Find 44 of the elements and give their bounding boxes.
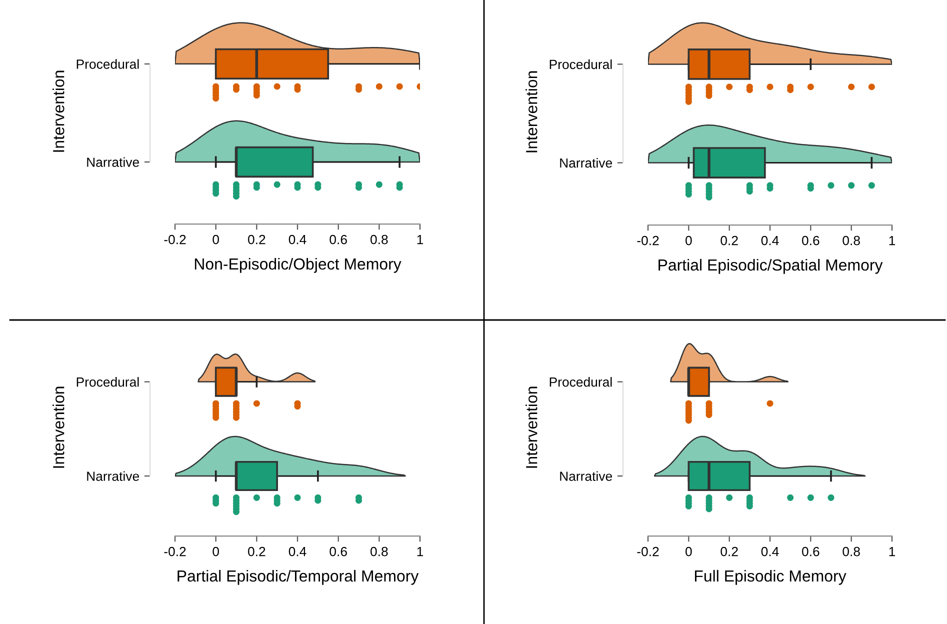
x-tick-label: 0 — [212, 546, 219, 556]
x-tick-label: 0.6 — [802, 546, 820, 556]
y-tick-label: Procedural — [550, 59, 612, 70]
x-tick-label: 0 — [212, 234, 219, 244]
y-tick-label: Narrative — [560, 158, 612, 168]
x-tick-label: 0.2 — [248, 234, 266, 244]
x-tick-label: 0.6 — [330, 234, 347, 244]
x-tick-label: 0.2 — [248, 546, 266, 556]
y-tick-label: Narrative — [560, 471, 612, 481]
y-tick-label: Narrative — [87, 157, 139, 167]
x-tick-label: 1 — [889, 547, 896, 556]
x-tick-label: 0.8 — [370, 546, 388, 556]
x-tick-label: 0 — [686, 236, 692, 246]
x-axis-title: Partial Episodic/Spatial Memory — [658, 258, 883, 274]
x-tick-label: 0.4 — [761, 546, 779, 556]
x-tick-label: 0.6 — [330, 546, 347, 556]
y-axis-title: Intervention — [526, 71, 538, 152]
x-tick-label: -0.2 — [164, 546, 186, 556]
x-tick-label: 0.6 — [802, 236, 820, 246]
y-tick-label: Procedural — [550, 377, 612, 387]
x-axis-title: Non-Episodic/Object Memory — [194, 258, 402, 273]
y-axis-title: Intervention — [52, 386, 64, 468]
x-tick-label: -0.2 — [164, 234, 186, 244]
y-axis-title: Intervention — [526, 386, 538, 468]
x-tick-label: 0.4 — [761, 236, 779, 246]
x-axis-title: Full Episodic Memory — [694, 570, 846, 585]
x-tick-label: 0 — [686, 546, 692, 556]
x-tick-label: 0.2 — [720, 546, 738, 556]
x-tick-label: 0.8 — [370, 234, 388, 244]
x-axis-title: Partial Episodic/Temporal Memory — [178, 570, 419, 585]
x-tick-label: 0.4 — [288, 546, 306, 556]
x-tick-label: 0.4 — [288, 234, 306, 244]
y-axis-title: Intervention — [52, 70, 64, 152]
x-tick-label: 1 — [417, 547, 424, 556]
x-tick-label: 1 — [417, 235, 424, 244]
y-tick-label: Procedural — [76, 59, 139, 69]
x-tick-label: -0.2 — [637, 236, 659, 246]
y-tick-label: Procedural — [76, 377, 139, 387]
x-tick-label: 0.8 — [842, 546, 860, 556]
x-tick-label: -0.2 — [637, 546, 659, 556]
x-tick-label: 1 — [889, 236, 896, 246]
y-tick-label: Narrative — [87, 471, 139, 481]
x-tick-label: 0.2 — [720, 236, 738, 246]
x-tick-label: 0.8 — [842, 236, 860, 246]
